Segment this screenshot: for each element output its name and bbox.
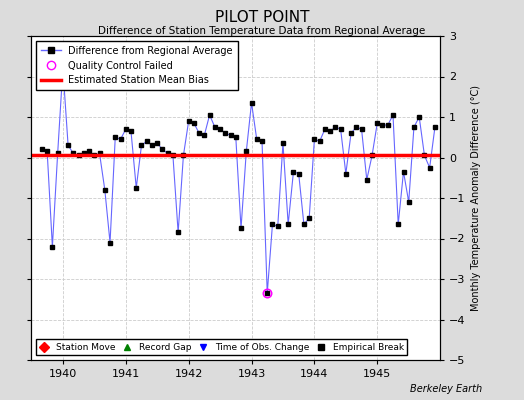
Text: Berkeley Earth: Berkeley Earth [410,384,482,394]
Text: Difference of Station Temperature Data from Regional Average: Difference of Station Temperature Data f… [99,26,425,36]
Legend: Station Move, Record Gap, Time of Obs. Change, Empirical Break: Station Move, Record Gap, Time of Obs. C… [36,339,407,356]
Y-axis label: Monthly Temperature Anomaly Difference (°C): Monthly Temperature Anomaly Difference (… [471,85,481,311]
Text: PILOT POINT: PILOT POINT [215,10,309,25]
